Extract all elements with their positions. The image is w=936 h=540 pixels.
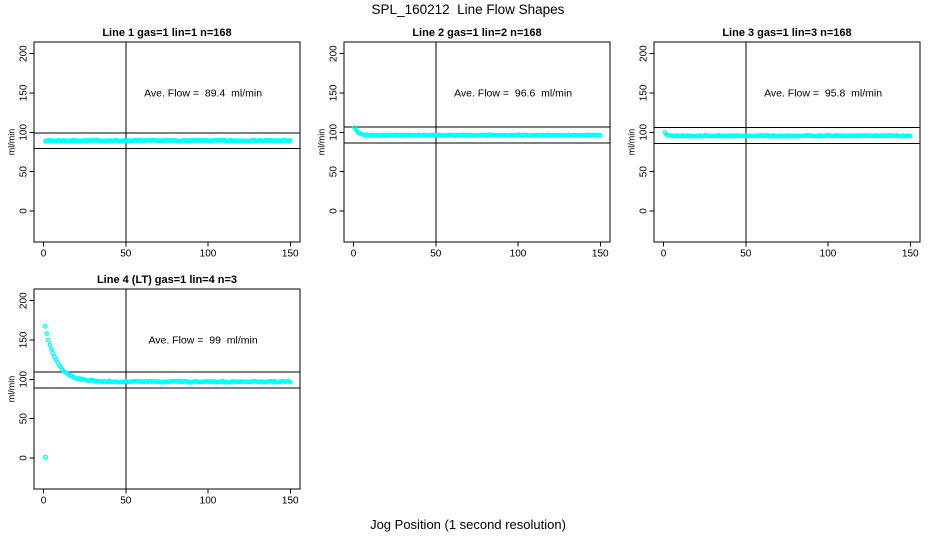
x-tick-label: 150 [282, 249, 299, 260]
panel-title: Line 3 gas=1 lin=3 n=168 [722, 27, 851, 39]
y-tick-label: 100 [639, 124, 650, 141]
data-point [287, 379, 293, 385]
data-point [287, 137, 293, 143]
x-tick-label: 0 [41, 249, 47, 260]
y-axis-unit-label: ml/min [317, 129, 327, 156]
y-axis-unit-label: ml/min [627, 129, 637, 156]
panel-title: Line 2 gas=1 lin=2 n=168 [412, 27, 541, 39]
data-point [597, 132, 603, 138]
x-tick-label: 150 [282, 496, 299, 507]
y-tick-label: 150 [19, 84, 30, 101]
plot-box [343, 41, 611, 243]
ave-flow-annotation: Ave. Flow = 95.8 ml/min [764, 87, 882, 99]
x-tick-label: 0 [351, 249, 357, 260]
data-point [45, 337, 51, 343]
data-point [47, 342, 53, 348]
x-tick-label: 100 [200, 496, 217, 507]
data-points-group [352, 125, 603, 138]
panel: 0 50 100 150 0 50 100 150 200 ml/min Line 1 gas=1 … [7, 27, 301, 260]
y-tick-label: 100 [19, 124, 30, 141]
y-tick-label: 0 [19, 455, 30, 461]
y-tick-label: 50 [329, 166, 340, 178]
x-tick-label: 0 [661, 249, 667, 260]
y-tick-label: 50 [19, 413, 30, 425]
y-tick-label: 200 [639, 45, 650, 62]
x-tick-label: 50 [120, 496, 132, 507]
x-axis-title: Jog Position (1 second resolution) [370, 517, 566, 532]
panel-title: Line 1 gas=1 lin=1 n=168 [102, 27, 231, 39]
y-tick-label: 0 [329, 208, 340, 214]
y-tick-label: 150 [329, 84, 340, 101]
y-axis-unit-label: ml/min [7, 376, 17, 403]
x-tick-label: 50 [740, 249, 752, 260]
y-tick-label: 0 [19, 208, 30, 214]
x-tick-label: 100 [200, 249, 217, 260]
x-tick-label: 100 [510, 249, 527, 260]
x-tick-label: 0 [41, 496, 47, 507]
ave-flow-annotation: Ave. Flow = 96.6 ml/min [454, 87, 572, 99]
y-tick-label: 0 [639, 208, 650, 214]
panel: 0 50 100 150 0 50 100 150 200 ml/min Line 3 gas=1 … [627, 27, 921, 260]
data-points-group [42, 324, 293, 460]
panel: 0 50 100 150 0 50 100 150 200 ml/min Line 4 (LT) g… [7, 274, 301, 507]
data-point [907, 133, 913, 139]
y-tick-label: 50 [639, 166, 650, 178]
ave-flow-annotation: Ave. Flow = 99 ml/min [148, 334, 257, 346]
chart-title: SPL_160212 Line Flow Shapes [371, 2, 565, 17]
y-tick-label: 150 [639, 84, 650, 101]
y-tick-label: 50 [19, 166, 30, 178]
data-point [44, 331, 50, 336]
plot-box [33, 41, 301, 243]
data-point [49, 346, 54, 352]
plot-box [33, 288, 301, 490]
y-tick-label: 100 [19, 371, 30, 388]
data-points-group [662, 130, 913, 139]
y-tick-label: 200 [19, 45, 30, 62]
data-point [42, 324, 48, 329]
x-tick-label: 50 [120, 249, 132, 260]
y-tick-label: 100 [329, 124, 340, 141]
panel-title: Line 4 (LT) gas=1 lin=4 n=3 [97, 274, 237, 286]
ave-flow-annotation: Ave. Flow = 89.4 ml/min [144, 87, 262, 99]
x-tick-label: 100 [820, 249, 837, 260]
plot-box [653, 41, 921, 243]
y-tick-label: 200 [329, 45, 340, 62]
y-axis-unit-label: ml/min [7, 129, 17, 156]
x-tick-label: 50 [430, 249, 442, 260]
outlier-point [42, 454, 49, 460]
y-tick-label: 150 [19, 331, 30, 348]
y-tick-label: 200 [19, 292, 30, 309]
data-points-group [43, 137, 293, 144]
x-tick-label: 150 [902, 249, 919, 260]
x-tick-label: 150 [592, 249, 609, 260]
panel: 0 50 100 150 0 50 100 150 200 ml/min Line 2 gas=1 … [317, 27, 611, 260]
